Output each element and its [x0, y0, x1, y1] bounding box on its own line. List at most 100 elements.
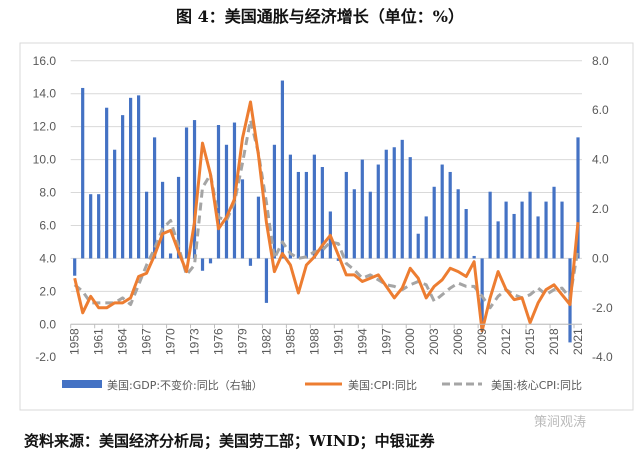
gdp-bar-1979: [240, 179, 245, 259]
x-tick-label: 2003: [427, 328, 441, 355]
gdp-bar-2005: [448, 171, 452, 259]
gdp-bar-1963: [113, 149, 117, 259]
x-tick-label: 1994: [355, 328, 369, 355]
gdp-bar-2019: [560, 201, 564, 259]
gdp-bar-1994: [360, 159, 364, 259]
left-tick-label: -2.0: [35, 350, 56, 364]
gdp-bar-1986: [296, 171, 300, 259]
gdp-bar-2016: [536, 216, 540, 259]
legend-gdp-label: 美国:GDP:不变价:同比（右轴）: [107, 378, 263, 392]
gdp-bar-1973: [192, 120, 197, 259]
x-axis: 1958 1961 1964 1967 1970 1973 1976 1979 1982 1985…: [68, 323, 585, 355]
x-tick-label: 1982: [259, 328, 273, 355]
gdp-bar-1995: [368, 191, 372, 259]
left-tick-label: 10.0: [33, 153, 57, 167]
gdp-bar-2015: [528, 191, 532, 259]
gdp-bar-1984: [280, 80, 285, 259]
right-tick-label: -2.0: [592, 301, 613, 315]
right-axis: 8.0 6.0 4.0 2.0 0.0 -2.0 -4.0: [592, 54, 613, 364]
left-tick-label: 2.0: [39, 284, 56, 298]
gdp-bar-2004: [440, 164, 444, 259]
core-cpi-line: [73, 118, 580, 310]
gdp-bar-2009: [480, 258, 484, 323]
gdp-bar-1991: [336, 258, 340, 261]
gdp-bar-1964: [121, 115, 125, 259]
gdp-bar-1985: [288, 154, 292, 259]
gdp-bar-1958: [73, 258, 77, 276]
chart-title: 图 4：美国通胀与经济增长（单位：%）: [176, 7, 464, 26]
x-tick-label: 1973: [188, 328, 202, 355]
gdp-bar-1967: [144, 191, 149, 259]
source-note: 资料来源：美国经济分析局；美国劳工部；WIND；中银证券: [24, 432, 436, 450]
x-tick-label: 2015: [523, 328, 537, 355]
gdp-bar-2003: [432, 186, 436, 259]
gdp-bar-1989: [320, 167, 324, 259]
right-tick-label: 0.0: [592, 251, 609, 265]
gdp-bar-1999: [400, 139, 404, 259]
gdp-bar-1983: [272, 144, 277, 259]
x-tick-label: 1958: [68, 328, 82, 355]
gdp-bar-2008: [472, 255, 476, 259]
gdp-bar-1970: [168, 253, 173, 259]
left-tick-label: 0.0: [39, 317, 56, 331]
legend-core-label: 美国:核心CPI:同比: [491, 378, 582, 392]
x-tick-label: 2021: [571, 328, 585, 355]
gdp-bar-2011: [496, 221, 500, 259]
left-tick-label: 12.0: [33, 120, 57, 134]
right-tick-label: 2.0: [592, 202, 609, 216]
gdp-bar-1974: [200, 258, 205, 271]
cpi-lines: [73, 100, 580, 333]
right-tick-label: 8.0: [592, 54, 609, 68]
gdp-bar-1992: [344, 171, 348, 259]
gdp-bar-1972: [184, 127, 189, 259]
right-tick-label: -4.0: [592, 350, 613, 364]
x-tick-label: 2009: [475, 328, 489, 355]
watermark: 策涧观涛: [534, 414, 586, 430]
gdp-bar-1977: [224, 144, 229, 259]
gdp-bar-1971: [176, 176, 181, 259]
gdp-bar-2013: [512, 213, 516, 259]
gdp-bars: [73, 80, 580, 343]
x-tick-label: 1976: [211, 328, 225, 355]
x-tick-label: 1991: [331, 328, 345, 355]
x-tick-label: 1979: [235, 328, 249, 355]
gdp-bar-1987: [304, 171, 308, 259]
x-tick-label: 2000: [403, 328, 417, 355]
x-tick-label: 1964: [116, 328, 130, 355]
right-tick-label: 6.0: [592, 103, 609, 117]
gdp-bar-1975: [208, 258, 213, 264]
legend-gdp-marker: [62, 380, 102, 388]
x-tick-label: 1967: [140, 328, 154, 355]
gdp-bar-2002: [424, 216, 428, 259]
x-tick-label: 2012: [499, 328, 513, 355]
gdp-bar-1961: [97, 194, 101, 259]
gdp-bar-1980: [248, 258, 253, 266]
x-tick-label: 2006: [451, 328, 465, 355]
x-tick-label: 1961: [92, 328, 106, 355]
gdp-bar-1968: [152, 137, 157, 259]
right-tick-label: 4.0: [592, 153, 609, 167]
legend-cpi-label: 美国:CPI:同比: [348, 379, 417, 392]
gdp-bar-2012: [504, 201, 508, 259]
gdp-bar-1960: [89, 194, 93, 259]
gdp-bar-2007: [464, 209, 468, 259]
x-tick-label: 1985: [283, 328, 297, 355]
gdp-bar-2001: [416, 233, 420, 259]
left-tick-label: 14.0: [33, 87, 57, 101]
legend: 美国:GDP:不变价:同比（右轴） 美国:CPI:同比 美国:核心CPI:同比: [62, 378, 582, 392]
x-tick-label: 1988: [307, 328, 321, 355]
gdp-bar-2000: [408, 157, 412, 259]
gdp-bar-1997: [384, 149, 388, 259]
gdp-bar-2021: [576, 137, 580, 259]
gdp-bar-2006: [456, 189, 460, 259]
left-tick-label: 16.0: [33, 54, 57, 68]
gdp-bar-1959: [81, 87, 85, 259]
left-tick-label: 6.0: [39, 218, 56, 232]
gdp-bar-1988: [312, 154, 316, 259]
left-tick-label: 8.0: [39, 186, 56, 200]
x-tick-label: 2018: [547, 328, 561, 355]
gdp-bar-1996: [376, 164, 380, 259]
gdp-bar-1969: [160, 181, 165, 259]
x-tick-label: 1970: [164, 328, 178, 355]
